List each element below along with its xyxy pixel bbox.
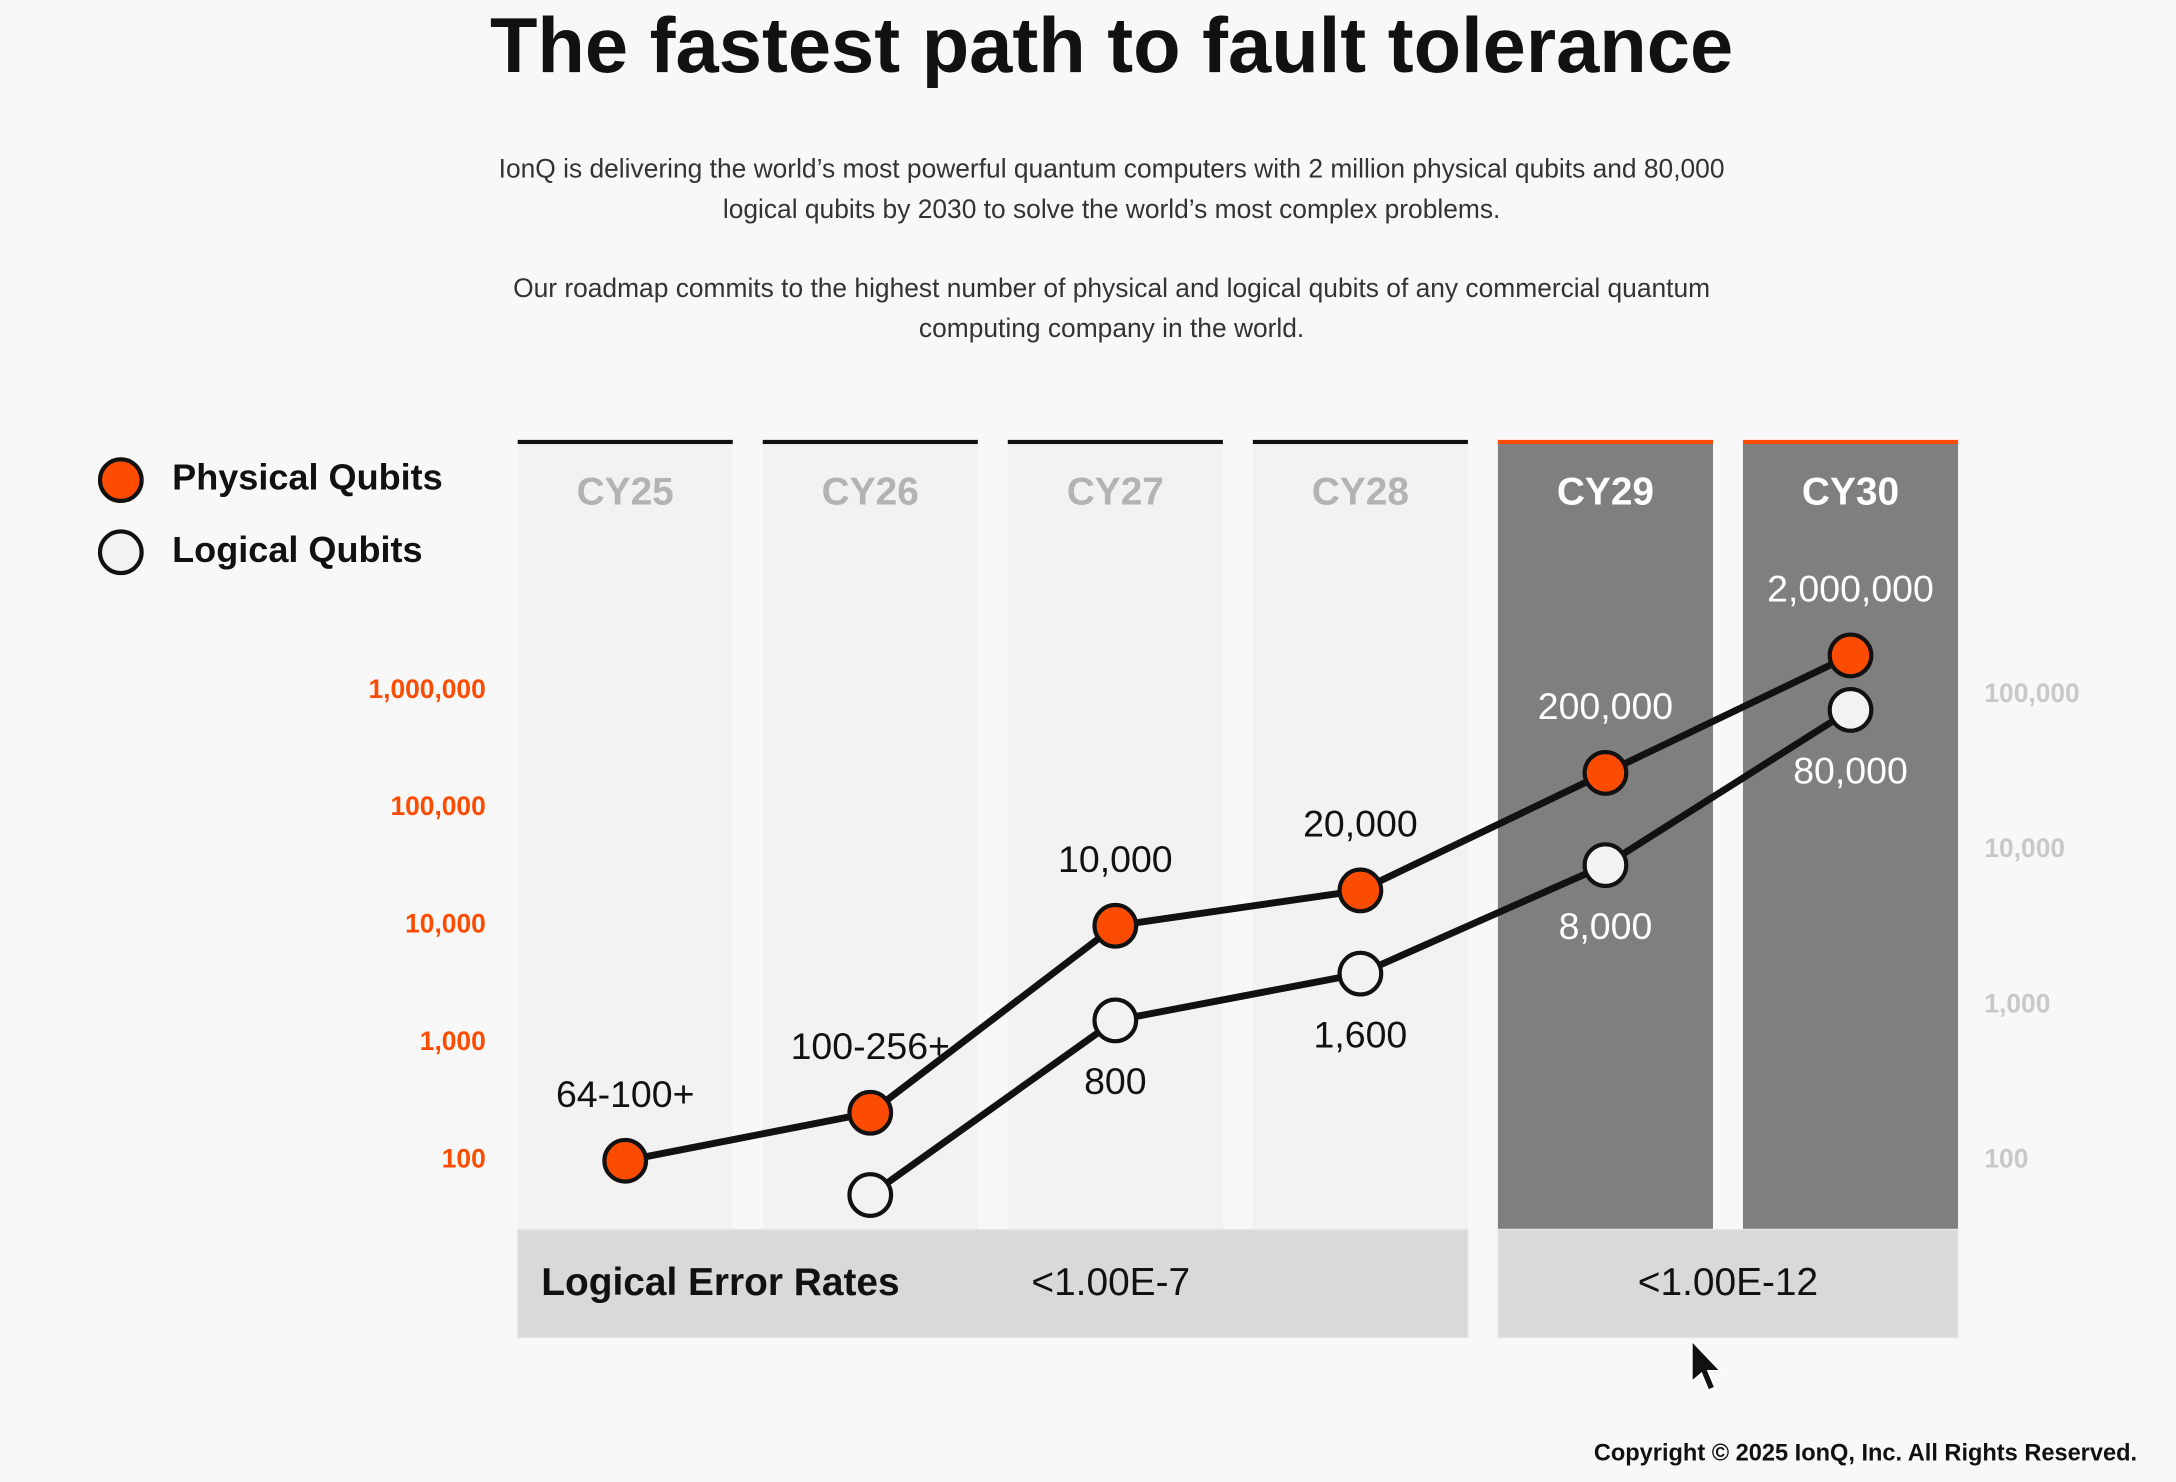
- legend-marker: [97, 457, 144, 504]
- data-point: [1827, 632, 1874, 679]
- data-label: 800: [1084, 1060, 1147, 1102]
- data-label: 2,000,000: [1767, 567, 1934, 609]
- year-column-top-bar: [1007, 439, 1223, 445]
- year-column-top-bar: [762, 439, 978, 445]
- y-tick-label: 1,000,000: [368, 674, 485, 704]
- year-column-top-bar: [1252, 439, 1468, 445]
- data-point: [602, 1137, 649, 1184]
- data-label: 100-256+: [791, 1025, 950, 1067]
- series-line: [624, 652, 1853, 1165]
- data-label: 8,000: [1559, 905, 1653, 947]
- mouse-cursor: [1690, 1337, 1724, 1392]
- legend-label: Logical Qubits: [172, 529, 422, 570]
- intro-text: computing company in the world.: [919, 313, 1304, 343]
- data-label: 20,000: [1303, 802, 1418, 844]
- intro-text: Our roadmap commits to the highest numbe…: [513, 273, 1710, 303]
- data-label: 200,000: [1538, 685, 1673, 727]
- data-label: 64-100+: [556, 1073, 695, 1115]
- legend-label: Physical Qubits: [172, 457, 443, 498]
- year-column-top-bar: [517, 439, 733, 445]
- data-point: [1582, 750, 1629, 796]
- error-rate-cell: [516, 1228, 1469, 1339]
- legend-marker: [97, 529, 144, 576]
- y-tick-label: 10,000: [405, 909, 486, 939]
- year-column: [517, 441, 733, 1230]
- year-label: CY28: [1312, 470, 1409, 513]
- error-rate-label: Logical Error Rates: [541, 1261, 899, 1304]
- chart: CY25 CY26 CY27 CY28 CY29 CY30 100 1,000 10,000 10…: [97, 439, 2080, 1339]
- page-title: The fastest path to fault tolerance: [490, 3, 1733, 89]
- data-label: 10,000: [1058, 838, 1173, 880]
- data-point: [1827, 686, 1874, 733]
- year-column: [1007, 441, 1223, 1230]
- year-column: [1742, 441, 1959, 1230]
- year-label: CY25: [577, 470, 674, 513]
- year-column: [1497, 441, 1713, 1230]
- error-rate-value: <1.00E-7: [1031, 1261, 1190, 1304]
- y2-tick-label: 100,000: [1984, 678, 2079, 708]
- year-label: CY26: [822, 470, 919, 513]
- y2-tick-label: 1,000: [1984, 988, 2050, 1018]
- y-tick-label: 100: [442, 1144, 486, 1174]
- y2-tick-label: 10,000: [1984, 833, 2065, 863]
- y-tick-label: 100,000: [390, 791, 485, 821]
- data-point: [1337, 867, 1384, 914]
- error-rate-cell: [1497, 1228, 1959, 1339]
- y2-tick-label: 100: [1984, 1144, 2028, 1174]
- data-point: [1092, 902, 1139, 949]
- error-rate-value: <1.00E-12: [1638, 1261, 1818, 1304]
- data-label: 80,000: [1793, 750, 1908, 792]
- data-point: [1582, 842, 1629, 889]
- data-label: 1,600: [1314, 1013, 1408, 1055]
- year-column-top-bar: [1742, 439, 1959, 445]
- year-label: CY27: [1067, 470, 1164, 513]
- intro-text: logical qubits by 2030 to solve the worl…: [723, 194, 1501, 224]
- intro-text: IonQ is delivering the world’s most powe…: [499, 154, 1725, 184]
- year-label: CY30: [1802, 470, 1899, 513]
- copyright: Copyright © 2025 IonQ, Inc. All Rights R…: [1594, 1439, 2137, 1465]
- data-point: [847, 1089, 894, 1136]
- year-label: CY29: [1557, 470, 1654, 513]
- year-column-top-bar: [1497, 439, 1713, 445]
- data-point: [1337, 950, 1384, 997]
- data-point: [1092, 997, 1139, 1044]
- data-point: [847, 1172, 894, 1218]
- y-tick-label: 1,000: [420, 1026, 486, 1056]
- year-column: [1252, 441, 1468, 1230]
